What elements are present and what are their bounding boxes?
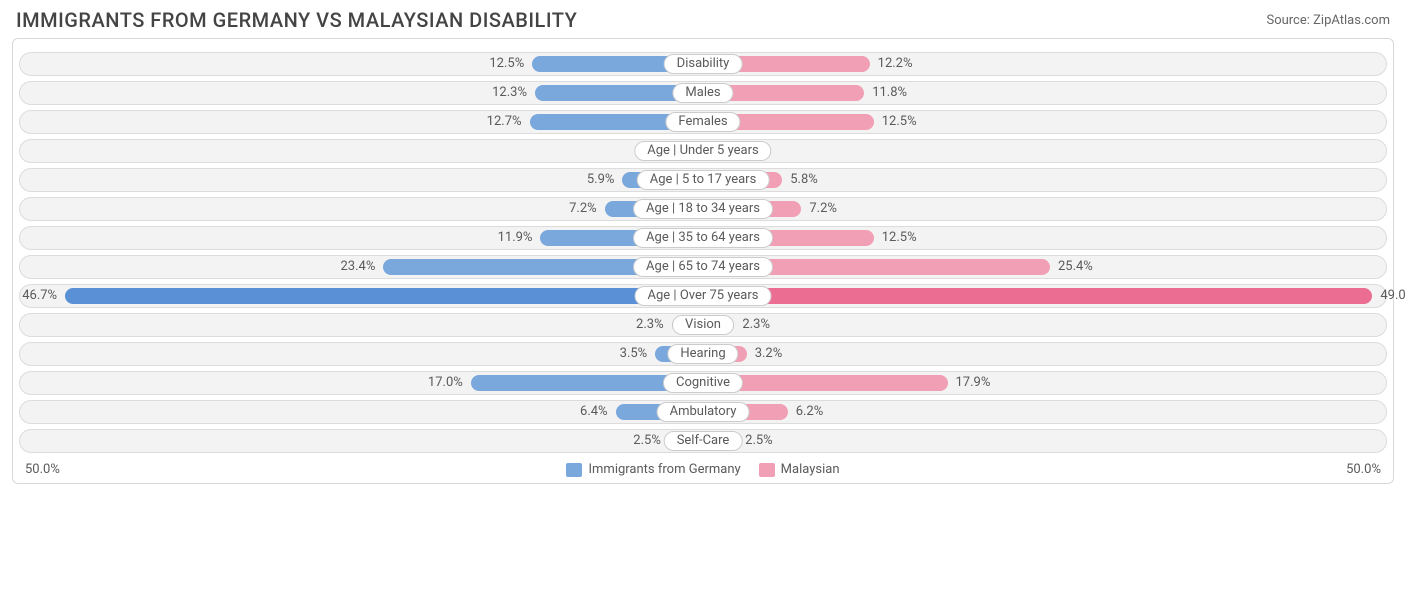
value-label-left: 12.7%	[487, 111, 530, 133]
chart-row: 17.0% 17.9% Cognitive	[19, 371, 1387, 395]
category-label: Age | Under 5 years	[634, 141, 771, 161]
chart-row: 12.7% 12.5% Females	[19, 110, 1387, 134]
axis-right-label: 50.0%	[1346, 462, 1381, 477]
category-label: Disability	[664, 54, 743, 74]
legend-label-left: Immigrants from Germany	[588, 462, 740, 477]
value-label-right: 3.2%	[747, 343, 783, 365]
value-label-right: 25.4%	[1050, 256, 1093, 278]
legend-label-right: Malaysian	[781, 462, 840, 477]
legend-item-left: Immigrants from Germany	[566, 462, 740, 477]
chart-row: 7.2% 7.2% Age | 18 to 34 years	[19, 197, 1387, 221]
axis-left-label: 50.0%	[25, 462, 60, 477]
chart-row: 12.5% 12.2% Disability	[19, 52, 1387, 76]
value-label-right: 12.2%	[870, 53, 913, 75]
chart-header: IMMIGRANTS FROM GERMANY VS MALAYSIAN DIS…	[0, 0, 1406, 38]
legend-item-right: Malaysian	[759, 462, 840, 477]
value-label-left: 12.5%	[489, 53, 532, 75]
chart-body: 12.5% 12.2% Disability 12.3% 11.8% Males 12.7%…	[12, 38, 1394, 484]
value-label-right: 5.8%	[782, 169, 818, 191]
category-label: Males	[672, 83, 733, 103]
value-label-left: 23.4%	[340, 256, 383, 278]
category-label: Vision	[672, 315, 734, 335]
category-label: Ambulatory	[657, 402, 750, 422]
category-label: Age | 65 to 74 years	[633, 257, 773, 277]
value-label-left: 11.9%	[498, 227, 541, 249]
legend-swatch-left	[566, 463, 582, 477]
value-label-right: 7.2%	[801, 198, 837, 220]
chart-title: IMMIGRANTS FROM GERMANY VS MALAYSIAN DIS…	[16, 8, 577, 32]
chart-source: Source: ZipAtlas.com	[1266, 13, 1390, 28]
value-label-left: 2.3%	[636, 314, 672, 336]
value-label-right: 12.5%	[874, 111, 917, 133]
chart-row: 2.3% 2.3%Vision	[19, 313, 1387, 337]
category-label: Age | 35 to 64 years	[633, 228, 773, 248]
chart-row: 46.7%49.0%Age | Over 75 years	[19, 284, 1387, 308]
chart-footer: 50.0% Immigrants from Germany Malaysian …	[19, 458, 1387, 477]
value-label-right: 17.9%	[948, 372, 991, 394]
chart-row: 5.9% 5.8% Age | 5 to 17 years	[19, 168, 1387, 192]
bar-left	[65, 288, 703, 304]
bar-right	[703, 288, 1372, 304]
value-label-left: 5.9%	[587, 169, 623, 191]
category-label: Hearing	[667, 344, 738, 364]
chart-row: 23.4% 25.4% Age | 65 to 74 years	[19, 255, 1387, 279]
value-label-right: 11.8%	[864, 82, 907, 104]
chart-row: 1.4%1.3%Age | Under 5 years	[19, 139, 1387, 163]
value-label-right: 6.2%	[788, 401, 824, 423]
category-label: Cognitive	[663, 373, 743, 393]
value-label-left: 7.2%	[569, 198, 605, 220]
value-label-right: 12.5%	[874, 227, 917, 249]
value-label-right: 2.3%	[734, 314, 770, 336]
category-label: Age | 18 to 34 years	[633, 199, 773, 219]
chart-row: 6.4% 6.2% Ambulatory	[19, 400, 1387, 424]
value-label-left: 12.3%	[492, 82, 535, 104]
category-label: Age | Over 75 years	[635, 286, 772, 306]
value-label-right: 49.0%	[1372, 285, 1406, 307]
chart-row: 11.9% 12.5% Age | 35 to 64 years	[19, 226, 1387, 250]
value-label-right: 2.5%	[737, 430, 773, 452]
category-label: Self-Care	[664, 431, 743, 451]
legend-swatch-right	[759, 463, 775, 477]
category-label: Females	[665, 112, 740, 132]
value-label-left: 3.5%	[620, 343, 656, 365]
legend: Immigrants from Germany Malaysian	[60, 462, 1346, 477]
rows-container: 12.5% 12.2% Disability 12.3% 11.8% Males 12.7%…	[19, 52, 1387, 453]
chart-row: 2.5%2.5%Self-Care	[19, 429, 1387, 453]
chart-row: 3.5% 3.2% Hearing	[19, 342, 1387, 366]
value-label-left: 6.4%	[580, 401, 616, 423]
chart-row: 12.3% 11.8% Males	[19, 81, 1387, 105]
value-label-left: 46.7%	[22, 285, 65, 307]
value-label-left: 17.0%	[428, 372, 471, 394]
category-label: Age | 5 to 17 years	[637, 170, 770, 190]
